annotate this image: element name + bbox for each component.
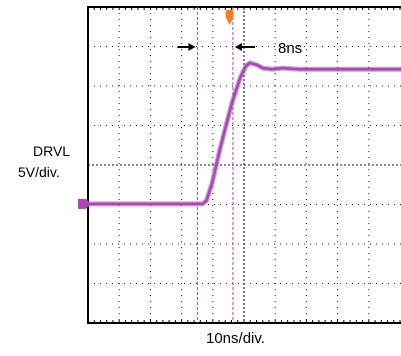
measurement-cursors	[196, 7, 234, 323]
vertical-scale-label: 5V/div.	[18, 164, 60, 180]
trace-layer	[88, 60, 401, 207]
trigger-marker-pointer	[226, 19, 233, 25]
graticule	[87, 6, 401, 324]
marker-layer	[78, 10, 255, 209]
measure-arrow-left-head	[188, 43, 196, 51]
trigger-marker	[225, 10, 234, 19]
channel-label: DRVL	[33, 143, 71, 159]
measurement-annotation: 8ns	[278, 40, 303, 57]
measure-arrow-right-head	[234, 43, 242, 51]
time-base-label: 10ns/div.	[206, 330, 265, 347]
trace-line	[88, 61, 401, 206]
channel-ground-marker	[78, 198, 91, 209]
